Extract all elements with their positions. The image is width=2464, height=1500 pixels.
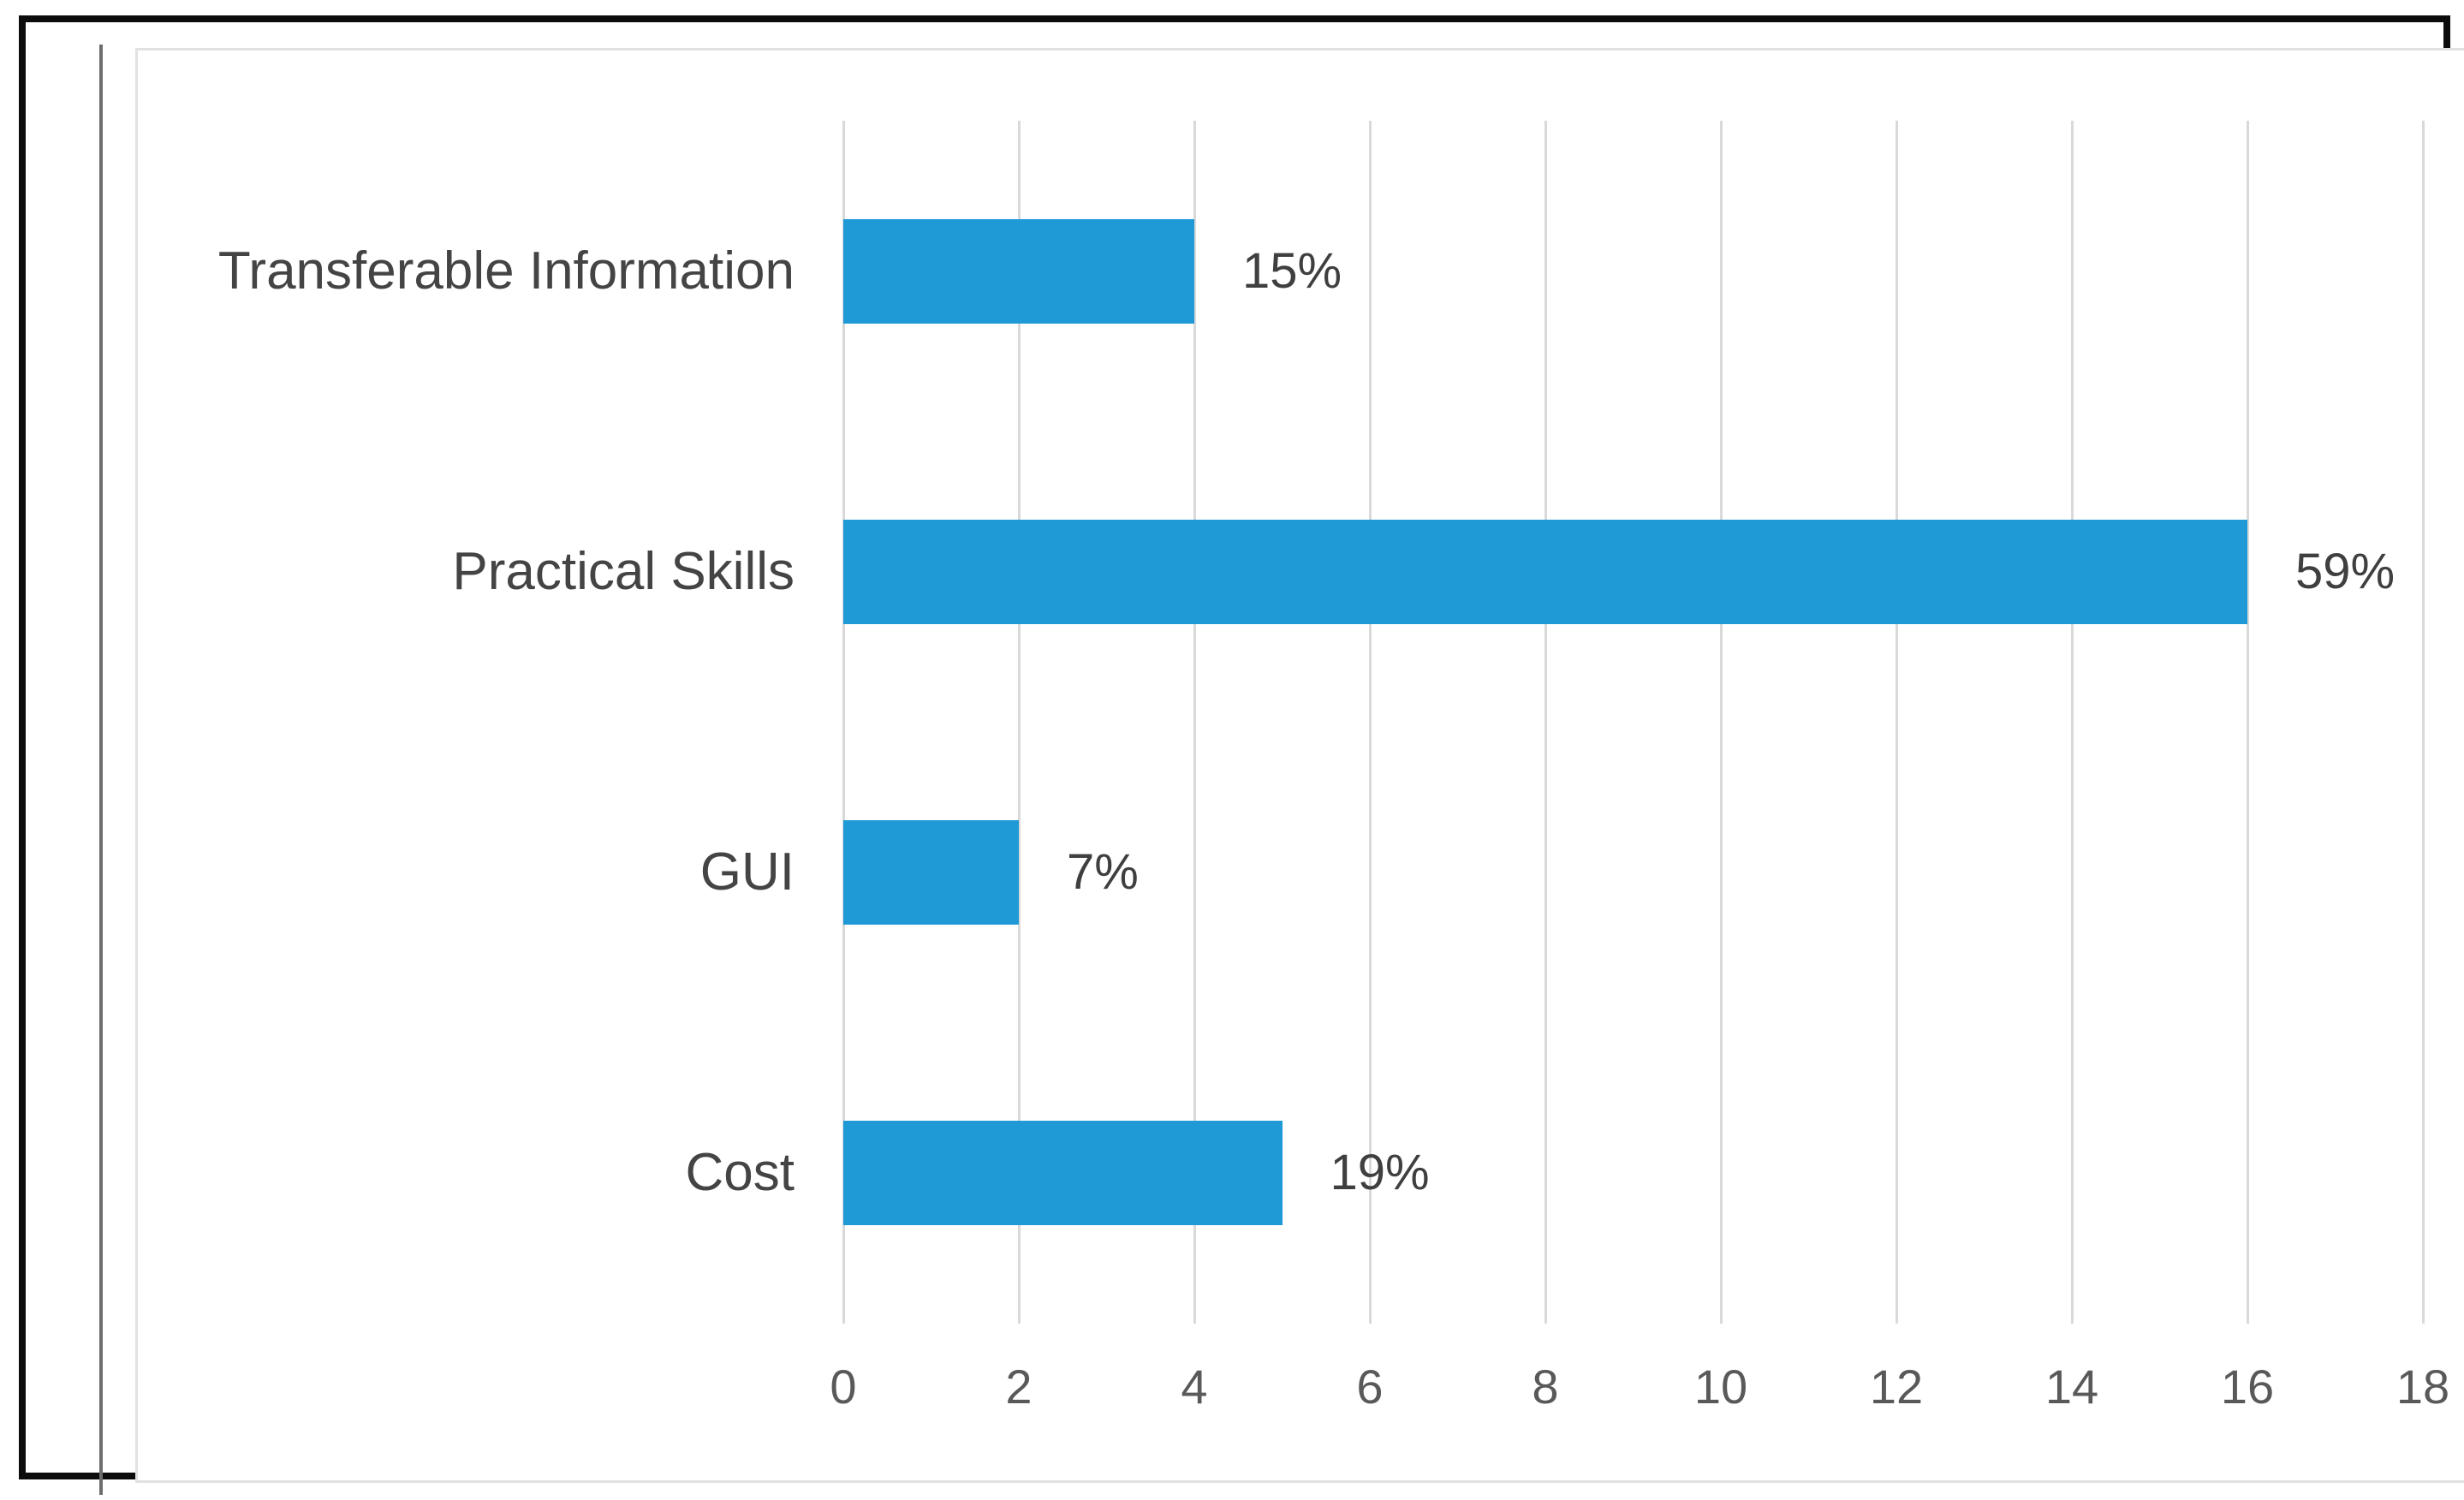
x-tick-label-12: 12 xyxy=(1869,1360,1924,1414)
x-tick-label-16: 16 xyxy=(2220,1360,2275,1414)
x-tick-label-2: 2 xyxy=(1005,1360,1033,1414)
gridline-x-14 xyxy=(2071,121,2074,1324)
data-label-cost: 19% xyxy=(1330,1145,1430,1201)
gridline-x-2 xyxy=(1018,121,1021,1324)
table-cell-divider xyxy=(99,45,103,1495)
gridline-x-10 xyxy=(1720,121,1723,1324)
bar-transferable-information xyxy=(843,218,1194,324)
bar-chart: 15% Transferable Information 59% Practical … xyxy=(135,48,2464,1483)
x-tick-label-0: 0 xyxy=(830,1360,857,1414)
category-label-transferable-information: Transferable Information xyxy=(217,241,795,301)
category-label-cost: Cost xyxy=(685,1143,795,1203)
bar-practical-skills xyxy=(843,519,2247,624)
x-tick-label-8: 8 xyxy=(1532,1360,1559,1414)
bar-cost xyxy=(843,1121,1283,1226)
x-tick-label-6: 6 xyxy=(1356,1360,1384,1414)
gridline-x-18 xyxy=(2422,121,2425,1324)
gridline-x-6 xyxy=(1369,121,1372,1324)
bar-gui xyxy=(843,820,1019,926)
x-tick-label-14: 14 xyxy=(2044,1360,2099,1414)
gridline-x-0 xyxy=(842,121,845,1324)
x-tick-label-18: 18 xyxy=(2396,1360,2450,1414)
data-label-gui: 7% xyxy=(1067,844,1139,901)
gridline-x-12 xyxy=(1896,121,1898,1324)
category-label-practical-skills: Practical Skills xyxy=(452,541,795,601)
category-label-gui: GUI xyxy=(699,842,795,902)
gridline-x-4 xyxy=(1193,121,1196,1324)
plot-area xyxy=(842,121,2425,1324)
x-tick-label-4: 4 xyxy=(1181,1360,1208,1414)
x-tick-label-10: 10 xyxy=(1693,1360,1748,1414)
gridline-x-16 xyxy=(2247,121,2249,1324)
data-label-transferable-information: 15% xyxy=(1242,242,1342,299)
data-label-practical-skills: 59% xyxy=(2295,543,2396,599)
gridline-x-8 xyxy=(1544,121,1547,1324)
figure-frame: 15% Transferable Information 59% Practical … xyxy=(19,15,2464,1495)
